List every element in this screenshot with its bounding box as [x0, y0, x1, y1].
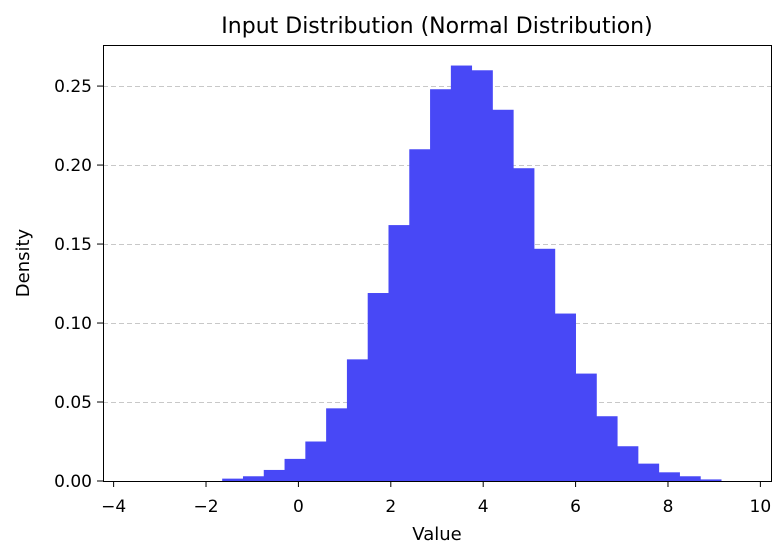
x-tick-label: 2 [385, 497, 396, 517]
y-tick-label: 0.20 [54, 156, 92, 176]
x-tick-label: −4 [101, 497, 126, 517]
histogram-bar [450, 65, 473, 482]
y-axis-ticks: 0.00 0.05 0.10 0.15 0.20 0.25 [54, 77, 103, 492]
y-tick-label: 0.10 [54, 314, 92, 334]
histogram-bar [575, 373, 597, 481]
x-tick-label: 10 [750, 497, 772, 517]
x-tick-label: −2 [193, 497, 218, 517]
y-tick-label: 0.00 [54, 472, 92, 492]
x-tick-label: 6 [570, 497, 581, 517]
histogram-bar [222, 478, 244, 481]
x-tick-label: 4 [478, 497, 489, 517]
histogram-bar [346, 359, 369, 481]
histogram-bar [388, 225, 410, 481]
histogram-bar [367, 293, 389, 481]
histogram-bar [700, 479, 722, 481]
histogram-bar [409, 149, 431, 481]
gridlines [103, 86, 771, 403]
histogram-bar [492, 109, 514, 481]
y-tick-label: 0.15 [54, 235, 92, 255]
x-tick-label: 0 [293, 497, 304, 517]
histogram-bar [326, 408, 348, 481]
histogram-bar [430, 89, 452, 482]
x-tick-label: 8 [663, 497, 674, 517]
histogram-bar [596, 416, 618, 481]
histogram-bar [242, 476, 265, 481]
y-tick-label: 0.25 [54, 77, 92, 97]
chart-title: Input Distribution (Normal Distribution) [221, 14, 652, 39]
histogram-bar [471, 70, 493, 481]
histogram-bar [617, 446, 639, 481]
y-tick-label: 0.05 [54, 393, 92, 413]
y-axis-label: Density [13, 228, 34, 297]
x-axis-label: Value [412, 524, 461, 545]
histogram-bar [554, 313, 576, 481]
histogram-bar [534, 248, 556, 481]
histogram-bar [513, 168, 535, 481]
histogram-bar [658, 472, 680, 481]
axes-frame [103, 45, 772, 482]
histogram-bar [637, 463, 660, 481]
histogram-bar [305, 441, 327, 481]
histogram-bar [679, 476, 701, 481]
x-axis-ticks: −4 −2 0 2 4 6 8 10 [101, 481, 771, 517]
histogram-bar [284, 458, 306, 481]
histogram-bars [222, 65, 722, 482]
histogram-bar [263, 469, 285, 481]
